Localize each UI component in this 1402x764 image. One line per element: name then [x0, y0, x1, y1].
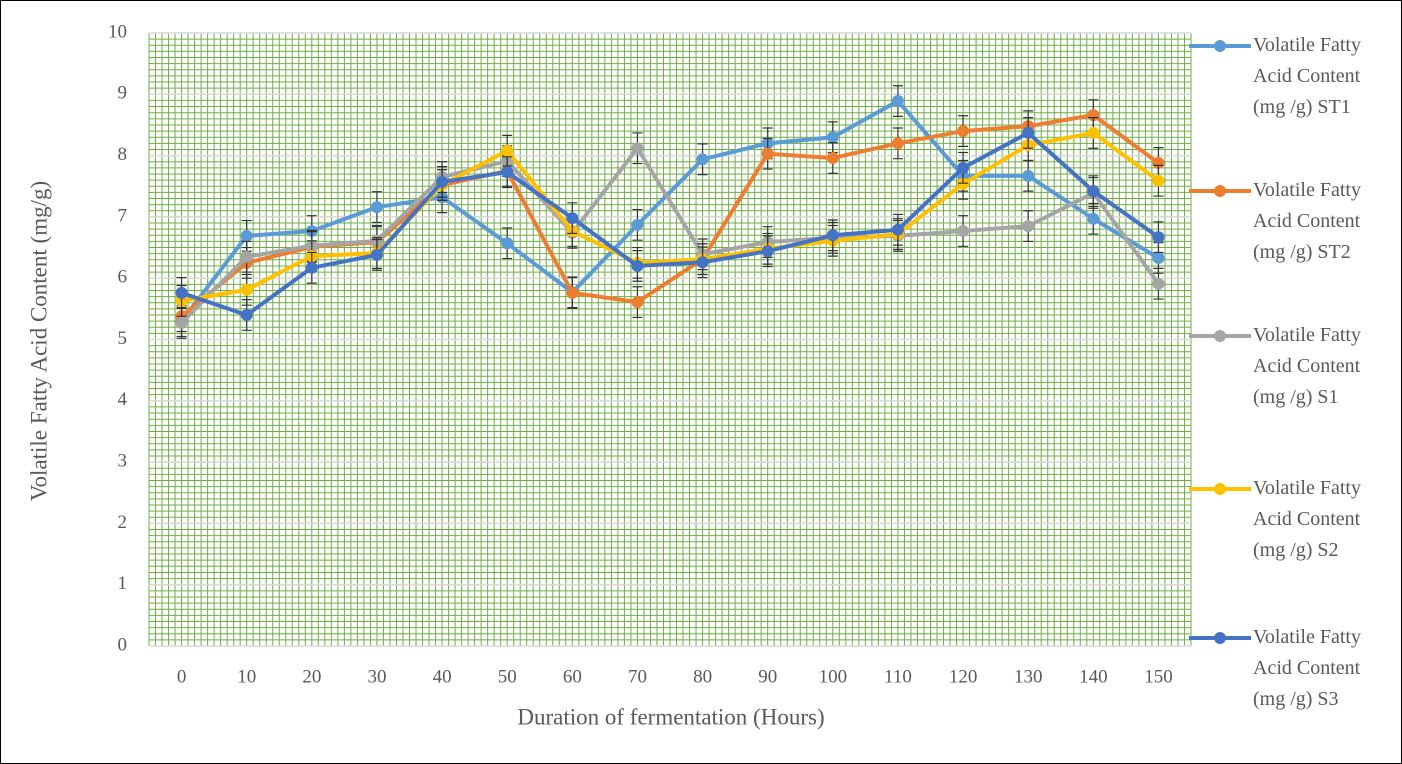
x-tick-label: 50 — [498, 666, 517, 687]
x-tick-label: 40 — [433, 666, 452, 687]
data-point — [631, 142, 644, 155]
series-line — [180, 130, 1160, 317]
legend-label: Volatile Fatty Acid Content (mg /g) ST1 — [1253, 34, 1361, 118]
data-point — [696, 256, 709, 269]
y-tick-label: 3 — [118, 450, 128, 471]
data-point — [1087, 126, 1100, 139]
data-point — [1152, 277, 1165, 290]
data-point — [957, 161, 970, 174]
x-tick-label: 20 — [302, 666, 321, 687]
data-point — [1152, 174, 1165, 187]
series-line — [179, 99, 1160, 323]
y-tick-label: 9 — [118, 83, 128, 104]
data-point — [501, 144, 514, 157]
legend-swatch-marker — [1214, 483, 1226, 495]
legend-swatch-marker — [1214, 632, 1226, 644]
data-point — [631, 218, 644, 231]
y-tick-label: 5 — [118, 328, 128, 349]
data-point — [240, 283, 253, 296]
y-tick-label: 1 — [118, 573, 128, 594]
data-point — [1022, 126, 1035, 139]
y-tick-label: 2 — [118, 512, 128, 533]
data-point — [891, 95, 904, 108]
x-tick-label: 80 — [693, 666, 712, 687]
legend-swatch-marker — [1214, 40, 1226, 52]
data-point — [566, 286, 579, 299]
data-point — [370, 201, 383, 214]
data-point — [240, 308, 253, 321]
data-point — [240, 229, 253, 242]
data-point — [240, 250, 253, 263]
y-tick-label: 8 — [118, 144, 128, 165]
data-point — [1152, 251, 1165, 264]
x-tick-label: 10 — [237, 666, 256, 687]
x-tick-label: 130 — [1014, 666, 1043, 687]
data-point — [957, 177, 970, 190]
data-point — [696, 153, 709, 166]
data-point — [501, 166, 514, 179]
x-tick-label: 110 — [884, 666, 912, 687]
data-point — [826, 131, 839, 144]
x-tick-label: 150 — [1144, 666, 1173, 687]
legend-swatch-marker — [1214, 185, 1226, 197]
data-point — [761, 147, 774, 160]
data-point — [566, 212, 579, 225]
x-tick-label: 0 — [177, 666, 187, 687]
x-axis-title: Duration of fermentation (Hours) — [517, 704, 824, 729]
legend-swatch-marker — [1214, 330, 1226, 342]
x-tick-label: 140 — [1079, 666, 1108, 687]
y-tick-label: 7 — [118, 205, 128, 226]
legend-label: Volatile Fatty Acid Content (mg /g) S1 — [1253, 324, 1361, 408]
data-point — [891, 137, 904, 150]
x-tick-label: 90 — [758, 666, 777, 687]
data-point — [1087, 185, 1100, 198]
x-tick-label: 70 — [628, 666, 647, 687]
data-point — [175, 286, 188, 299]
series-line — [181, 130, 1160, 303]
data-point — [370, 248, 383, 261]
legend-label: Volatile Fatty Acid Content (mg /g) S3 — [1253, 626, 1361, 710]
data-point — [761, 245, 774, 258]
data-point — [1152, 231, 1165, 244]
y-tick-label: 4 — [118, 389, 128, 410]
data-point — [1022, 220, 1035, 233]
data-point — [957, 224, 970, 237]
data-point — [305, 261, 318, 274]
x-tick-label: 30 — [367, 666, 386, 687]
data-point — [436, 175, 449, 188]
data-point — [631, 296, 644, 309]
legend-label: Volatile Fatty Acid Content (mg /g) S2 — [1253, 477, 1361, 561]
data-point — [1022, 169, 1035, 182]
x-tick-label: 60 — [563, 666, 582, 687]
y-tick-label: 6 — [118, 267, 128, 288]
data-point — [501, 237, 514, 250]
data-point — [175, 316, 188, 329]
data-point — [891, 223, 904, 236]
x-tick-label: 100 — [819, 666, 848, 687]
data-point — [631, 259, 644, 272]
data-point — [1087, 212, 1100, 225]
legend-label: Volatile Fatty Acid Content (mg /g) ST2 — [1253, 179, 1361, 263]
data-point — [826, 229, 839, 242]
data-point — [826, 152, 839, 165]
series-line — [180, 146, 1161, 325]
data-point — [957, 125, 970, 138]
y-tick-label: 0 — [118, 634, 128, 655]
x-tick-label: 120 — [949, 666, 978, 687]
y-axis-title: Volatile Fatty Acid Content (mg/g) — [26, 181, 51, 501]
y-tick-label: 10 — [108, 21, 127, 42]
